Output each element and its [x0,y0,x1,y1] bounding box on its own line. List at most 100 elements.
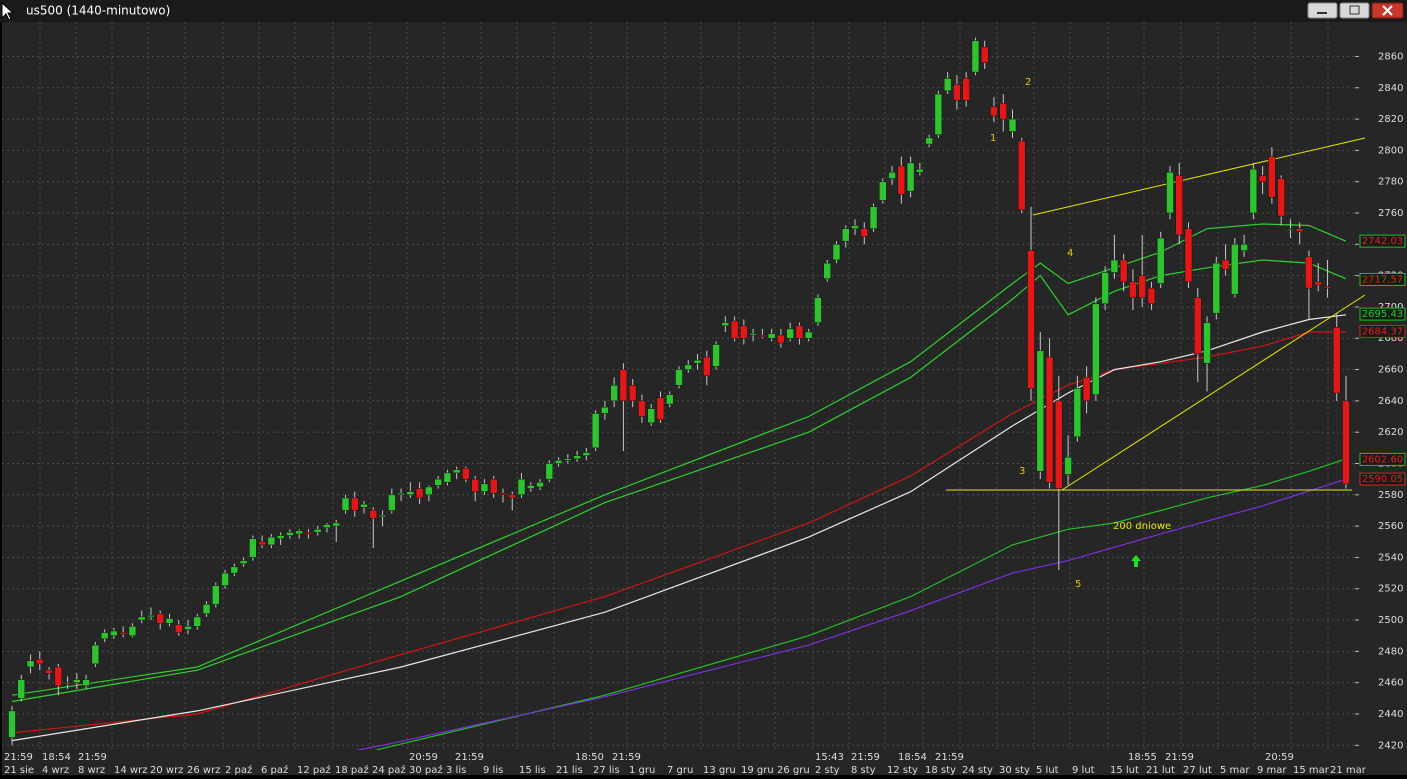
annotation: 4 [1067,248,1073,259]
candle-body [1194,297,1202,355]
restore-button[interactable] [1339,2,1370,19]
x-tick-label: 6 paź [261,764,288,775]
y-tick-label: 2440 [1378,709,1403,720]
candle-body [1249,168,1258,214]
x-tick-label: 4 wrz [42,765,69,775]
overlay: 2742.03 2717.57 2695.43 2684.37 2602.60 2590.… [990,77,1406,590]
x-tick-label: 24 paź [372,764,406,775]
candle-body [619,369,628,402]
candle-body [925,137,933,145]
candle-body [554,460,563,464]
x-tick-label: 24 sty [962,765,993,775]
x-tick-label: 26 wrz [187,765,220,775]
x-tick-label: 9 mar [1257,765,1287,775]
candle-body [323,524,331,528]
candle-body [1323,286,1332,289]
candle-body [508,494,516,499]
candle-body [610,384,618,402]
candle-body [536,482,544,488]
trendline [1032,137,1366,216]
y-tick-label: 2820 [1378,114,1403,125]
candle-body [823,262,831,280]
minimize-button[interactable] [1307,2,1338,19]
candle-body [869,206,878,229]
x-tick-label: 18:54 [42,752,71,763]
candle-body [54,666,63,687]
candle-body [156,613,164,624]
candle-body [545,463,554,480]
candle-body [415,488,424,499]
trendline [1061,294,1366,491]
y-tick-label: 2580 [1378,490,1403,501]
candle-body [906,162,915,192]
candle-body [388,494,396,511]
candle-body [916,168,924,173]
candle-body [8,710,16,738]
x-tick-label: 5 mar [1220,765,1250,775]
candle-body [452,469,461,474]
candle-body [934,93,943,135]
candle-body [721,322,730,326]
y-tick-label: 2640 [1378,396,1403,407]
x-tick-label: 9 lut [1072,765,1095,775]
candle-body [165,618,174,624]
x-tick-label: 27 lis [593,765,620,775]
candle-body [489,478,498,494]
candle-body [1231,244,1239,295]
moving-average [374,458,1347,750]
candle-body [1055,400,1063,489]
candle-body [1212,262,1221,314]
y-tick-label: 2620 [1378,427,1403,438]
candle-body [730,320,739,339]
x-tick-label: 21 lis [556,765,583,775]
candle-body [628,384,637,402]
x-tick-label: 18:50 [575,752,604,763]
y-tick-label: 2780 [1378,177,1403,188]
candle-body [1119,259,1128,283]
moving-average [11,259,1347,703]
y-tick-label: 2560 [1378,521,1403,532]
x-tick-label: 14 wrz [114,765,147,775]
x-tick-label: 15 lut [1110,765,1139,775]
candle-body [369,510,378,519]
x-tick-label: 21:59 [851,752,880,763]
candle-body [499,492,507,496]
candle-body [230,566,239,574]
x-tick-label: 21:59 [4,752,33,763]
candle-body [193,616,202,627]
annotation: 5 [1075,579,1081,590]
candle-body [313,529,322,533]
candle-body [45,669,53,674]
candle-body [239,560,248,564]
x-tick-label: 30 paź [409,764,443,775]
price-label-box [1359,452,1406,466]
x-tick-label: 2 paź [225,764,252,775]
y-tick-label: 2800 [1378,145,1403,156]
candle-body [1147,287,1156,305]
x-tick-label: 2 sty [815,765,840,775]
x-tick-label: 20:59 [1265,752,1294,763]
price-label-box [1359,307,1406,321]
x-tick-label: 19 gru [741,765,774,775]
candle-body [684,364,693,370]
x-tick-label: 3 lis [446,765,466,775]
candle-body [814,297,822,323]
price-label-box [1359,324,1406,338]
price-label-box [1359,272,1406,286]
candle-body [804,331,813,339]
y-tick-label: 2680 [1378,333,1403,344]
candle-body [1305,256,1313,289]
candle-body [332,522,340,527]
price-label: 2684.37 [1362,326,1403,337]
candle-body [1156,237,1165,284]
x-tick-label: 18 sty [925,765,956,775]
time-axis [2,750,1407,775]
y-tick-label: 2480 [1378,646,1403,657]
annotation: 3 [1019,466,1025,477]
candle-body [758,334,767,337]
candle-body [351,497,359,511]
candle-body [832,244,841,261]
candle-body [221,572,229,586]
candle-body [184,626,192,630]
candle-body [1314,281,1322,286]
